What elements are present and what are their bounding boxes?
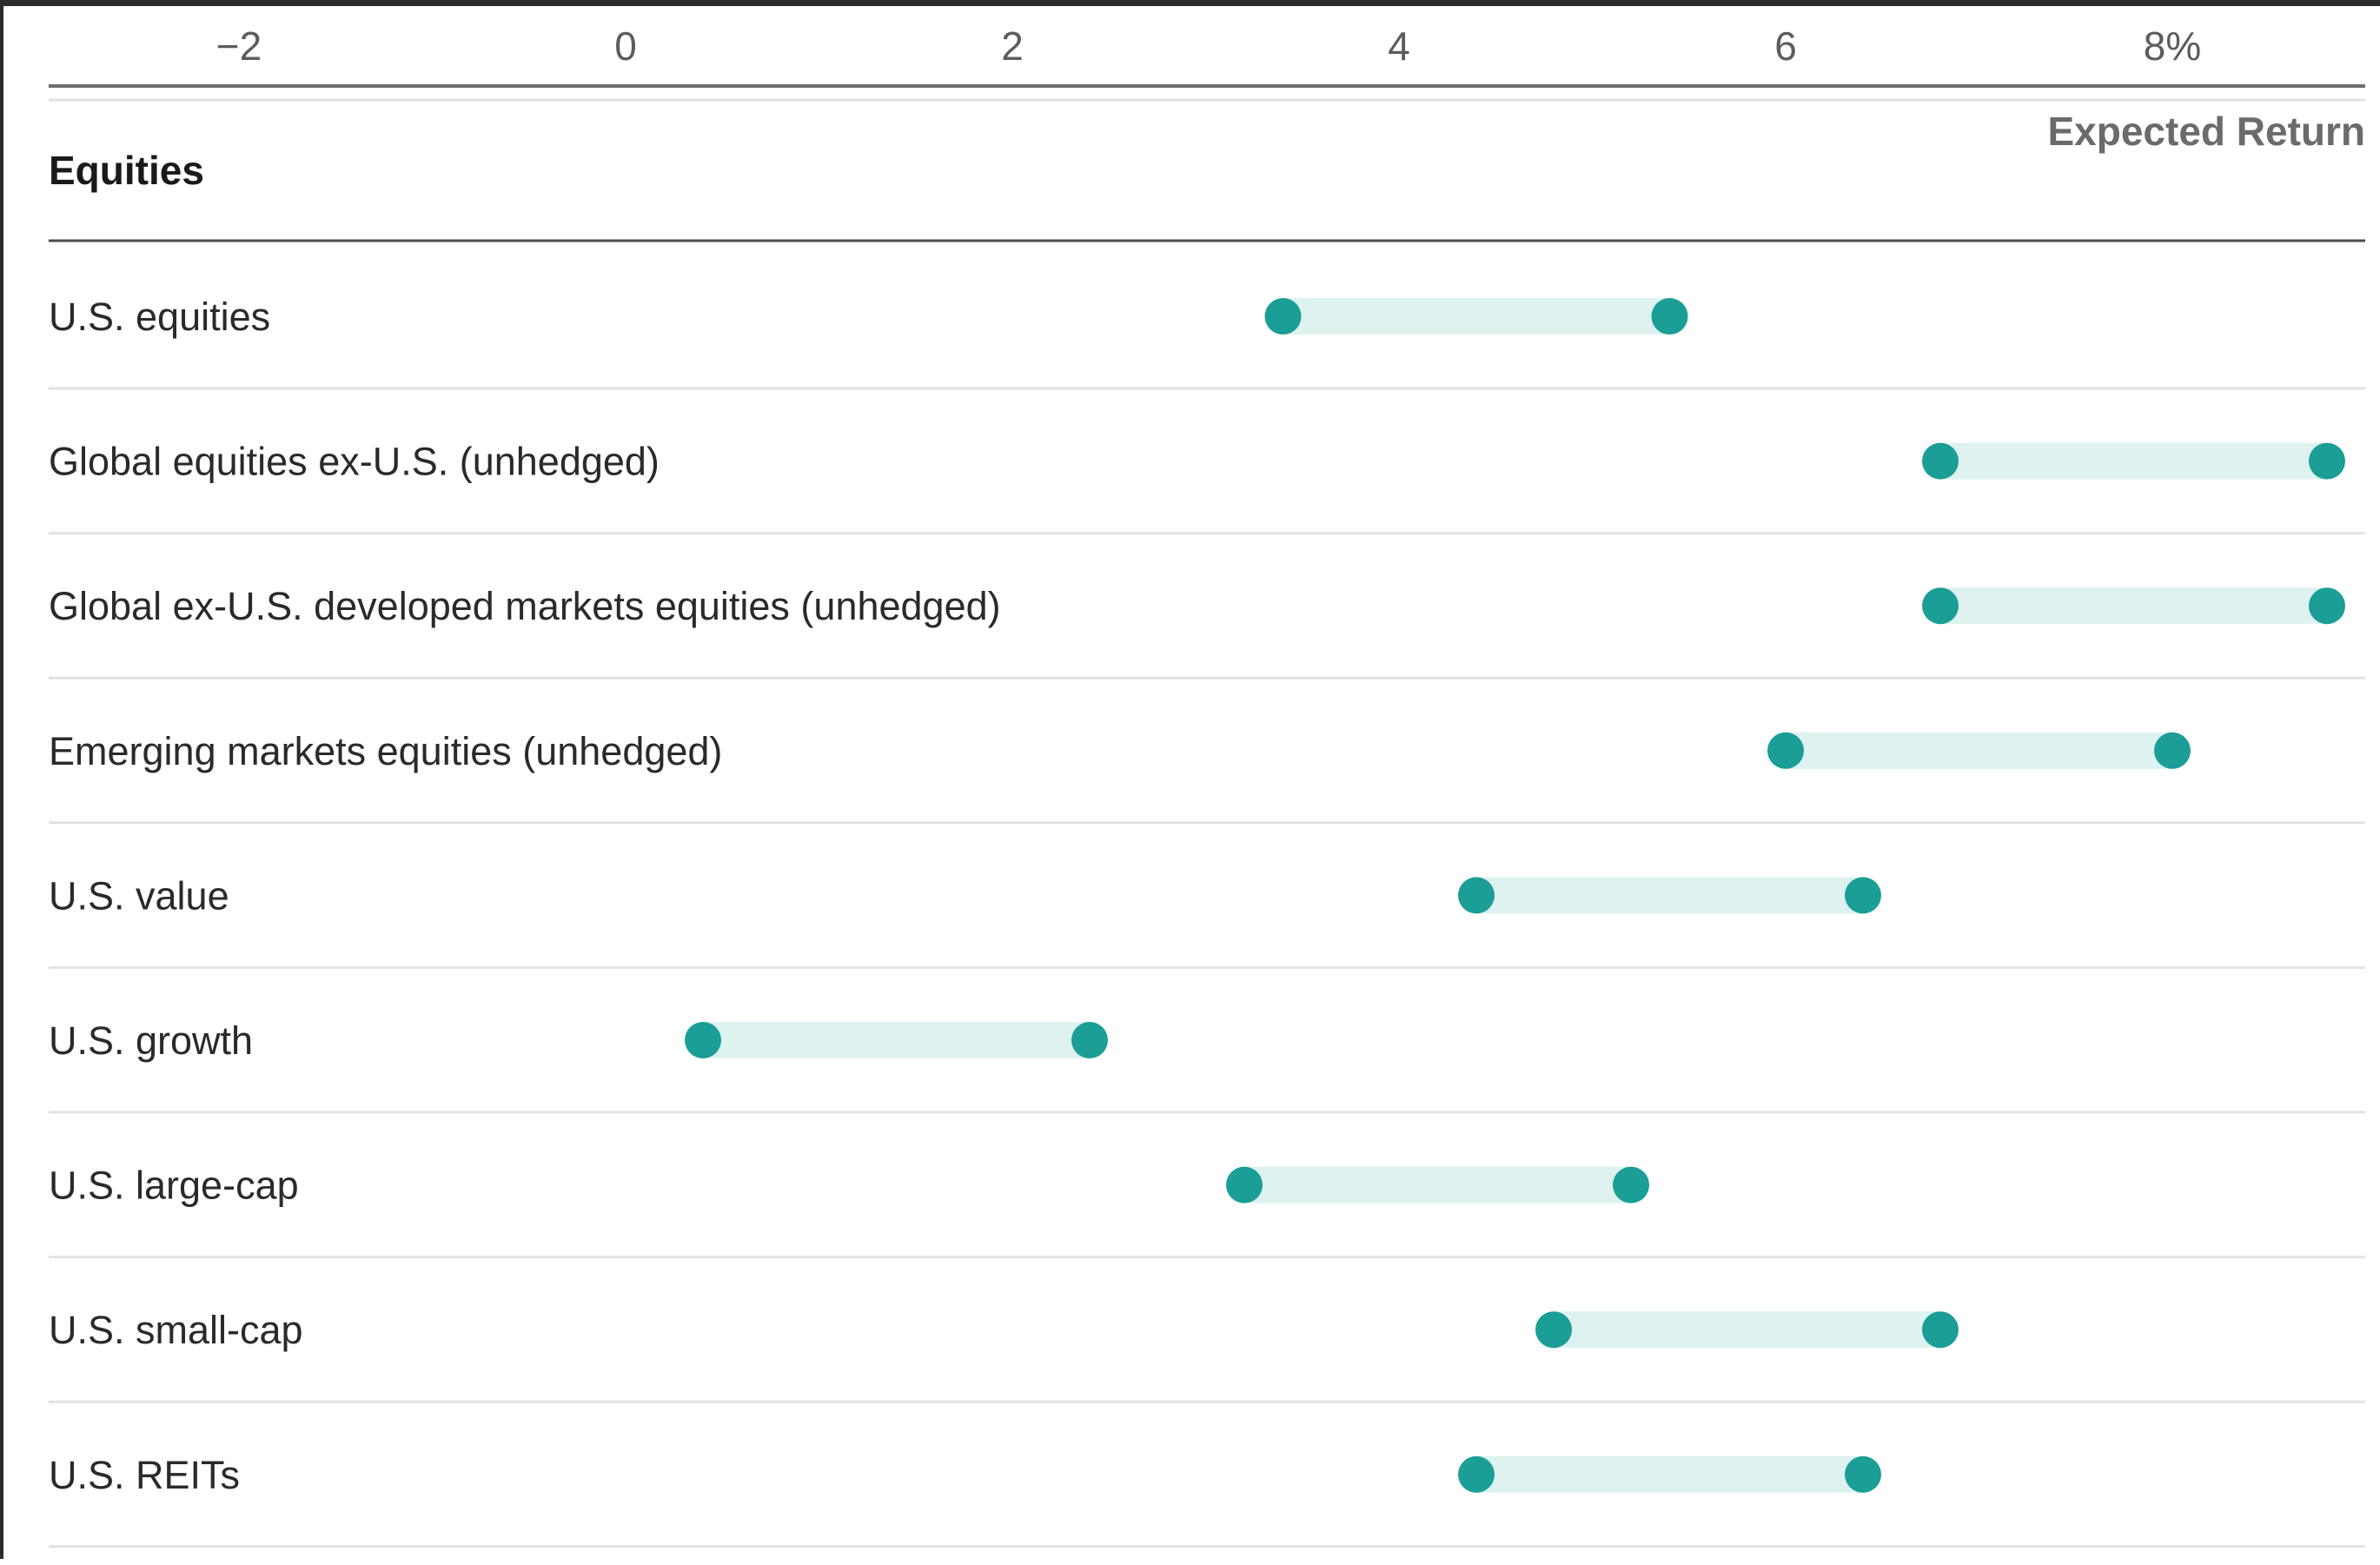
range-high-dot (2154, 732, 2191, 769)
row-label: Global ex-U.S. developed markets equitie… (49, 584, 1001, 628)
range-high-dot (2309, 442, 2345, 480)
range-high-dot (1071, 1022, 1108, 1058)
chart-marks (685, 298, 2345, 1493)
row-label: U.S. value (49, 873, 229, 918)
range-band (1554, 1311, 1940, 1349)
range-low-dot (1922, 587, 1959, 625)
x-tick-label: 2 (1001, 23, 1024, 69)
x-tick-label: 8% (2144, 23, 2201, 69)
range-band (703, 1022, 1090, 1058)
range-band (1244, 1166, 1631, 1204)
x-axis: −2 0 2 4 6 8% Expected Return Equities (49, 23, 2365, 242)
range-low-dot (1458, 877, 1495, 914)
chart-rows: U.S. equities Global equities ex-U.S. (un… (49, 295, 2365, 1548)
row-label: Global equities ex-U.S. (unhedged) (49, 440, 660, 484)
range-high-dot (2309, 587, 2345, 625)
x-axis-label: Expected Return (2047, 109, 2365, 154)
x-tick-label: 4 (1388, 23, 1410, 69)
section-title: Equities (49, 148, 204, 193)
range-low-dot (1226, 1166, 1263, 1204)
row-label: U.S. equities (49, 295, 270, 339)
range-band (1476, 877, 1863, 914)
range-high-dot (1651, 298, 1688, 335)
row-label: U.S. large-cap (49, 1164, 299, 1208)
range-high-dot (1613, 1166, 1649, 1204)
range-low-dot (1767, 732, 1804, 769)
range-band (1476, 1456, 1863, 1493)
range-low-dot (1264, 298, 1302, 335)
row-label: U.S. growth (49, 1018, 253, 1063)
range-low-dot (1535, 1311, 1572, 1349)
range-dot-chart: −2 0 2 4 6 8% Expected Return Equities U.S. equ… (49, 23, 2365, 1548)
row-label: U.S. small-cap (49, 1308, 303, 1352)
range-high-dot (1845, 1456, 1881, 1493)
range-low-dot (1922, 442, 1959, 480)
x-tick-label: −2 (216, 23, 262, 69)
x-tick-label: 6 (1774, 23, 1797, 69)
range-high-dot (1845, 877, 1881, 914)
range-low-dot (1458, 1456, 1495, 1493)
x-tick-label: 0 (614, 23, 637, 69)
range-band (1940, 587, 2327, 625)
range-band (1940, 442, 2327, 480)
range-band (1283, 298, 1670, 335)
row-label: Emerging markets equities (unhedged) (49, 729, 722, 773)
range-band (1786, 732, 2172, 769)
row-label: U.S. REITs (49, 1453, 240, 1497)
range-high-dot (1922, 1311, 1959, 1349)
range-low-dot (685, 1022, 721, 1058)
